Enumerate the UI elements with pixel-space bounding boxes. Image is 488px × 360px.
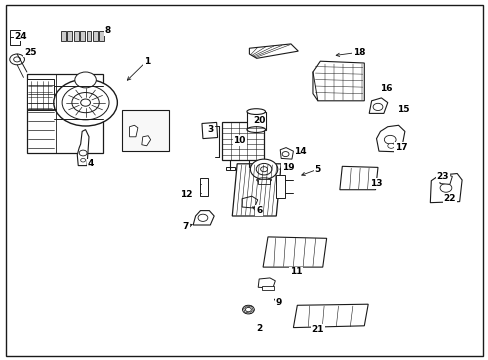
Polygon shape: [232, 164, 281, 216]
Text: 13: 13: [369, 179, 382, 188]
Bar: [61, 31, 66, 41]
Text: 17: 17: [394, 143, 407, 152]
Polygon shape: [258, 278, 275, 288]
Ellipse shape: [246, 109, 265, 114]
Text: 6: 6: [256, 206, 262, 215]
Circle shape: [81, 158, 85, 162]
Circle shape: [75, 72, 96, 88]
Text: 24: 24: [14, 32, 27, 41]
Text: 23: 23: [435, 172, 448, 181]
Bar: [222, 122, 264, 160]
Text: 1: 1: [143, 57, 149, 66]
Text: 19: 19: [282, 163, 294, 172]
Bar: [10, 30, 20, 45]
Polygon shape: [77, 130, 89, 166]
Polygon shape: [193, 211, 214, 225]
Text: 2: 2: [256, 324, 262, 333]
Polygon shape: [293, 304, 367, 328]
Polygon shape: [202, 122, 217, 139]
Text: 14: 14: [294, 147, 306, 156]
Circle shape: [54, 79, 117, 126]
Polygon shape: [129, 125, 138, 137]
Bar: [246, 112, 265, 130]
Polygon shape: [339, 166, 377, 190]
Bar: [225, 167, 234, 170]
Text: 3: 3: [207, 125, 213, 134]
Text: 21: 21: [311, 325, 324, 334]
Bar: [93, 31, 98, 41]
Bar: [27, 79, 54, 110]
Text: 11: 11: [289, 267, 302, 276]
Circle shape: [384, 135, 395, 144]
Circle shape: [250, 159, 277, 179]
Circle shape: [79, 150, 87, 156]
Polygon shape: [242, 196, 257, 208]
Ellipse shape: [256, 178, 271, 182]
Bar: [86, 31, 91, 41]
Circle shape: [387, 143, 394, 148]
Polygon shape: [263, 237, 326, 267]
Bar: [276, 175, 285, 198]
Polygon shape: [376, 125, 404, 152]
Circle shape: [10, 54, 24, 65]
Bar: [99, 31, 104, 41]
Text: 10: 10: [233, 136, 245, 145]
Circle shape: [372, 103, 382, 111]
Text: 4: 4: [87, 159, 94, 168]
Text: 18: 18: [352, 48, 365, 57]
Text: 8: 8: [104, 26, 110, 35]
Text: 22: 22: [443, 194, 455, 202]
Bar: [27, 74, 102, 153]
Circle shape: [198, 214, 207, 221]
Text: 9: 9: [275, 298, 282, 307]
Bar: [261, 286, 273, 290]
Text: 15: 15: [396, 105, 409, 114]
Text: 16: 16: [379, 84, 392, 93]
Ellipse shape: [246, 127, 265, 132]
Polygon shape: [280, 148, 293, 159]
Circle shape: [282, 152, 288, 157]
Bar: [257, 179, 270, 184]
Text: 20: 20: [252, 116, 265, 125]
Text: 5: 5: [314, 165, 320, 174]
Polygon shape: [312, 61, 364, 101]
Bar: [200, 178, 208, 196]
Polygon shape: [429, 174, 461, 203]
Text: 25: 25: [24, 48, 37, 57]
Bar: [74, 31, 79, 41]
Polygon shape: [368, 98, 387, 113]
Circle shape: [242, 305, 254, 314]
Text: 12: 12: [179, 190, 192, 199]
Bar: [67, 31, 72, 41]
Text: 7: 7: [182, 222, 189, 231]
Polygon shape: [249, 44, 298, 58]
Bar: [122, 110, 168, 151]
Polygon shape: [438, 174, 451, 184]
Circle shape: [439, 184, 451, 192]
Polygon shape: [142, 136, 150, 146]
Bar: [80, 31, 85, 41]
